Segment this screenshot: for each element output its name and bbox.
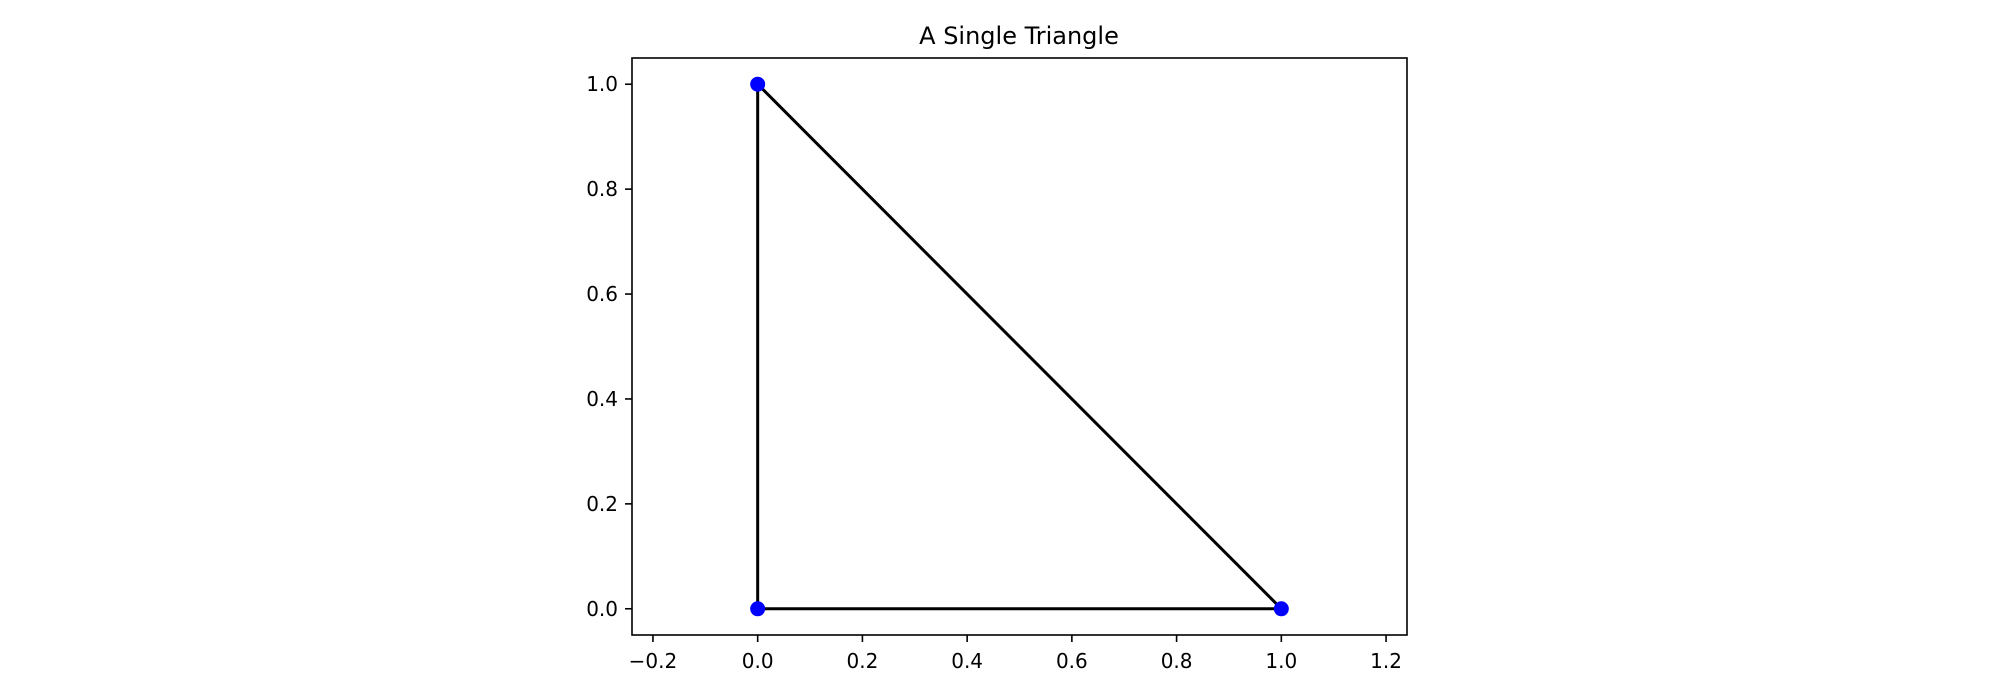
x-tick-label: 0.6 (1056, 649, 1088, 673)
axes-frame (631, 57, 1408, 636)
y-tick-label: 0.4 (586, 387, 618, 411)
y-tick-label: 0.8 (586, 177, 618, 201)
triangle-edges-line (756, 80, 1285, 611)
y-tick-label: 1.0 (586, 72, 618, 96)
x-tick-label: −0.2 (629, 649, 678, 673)
y-tick-label: 0.6 (586, 282, 618, 306)
plot-area: −0.2 0.0 0.2 0.4 0.6 0.8 1.0 1.2 0.0 0.2 0.4 0.6 0.8… (586, 57, 1408, 673)
y-tick-label: 0.2 (586, 492, 618, 516)
vertex-point (750, 76, 766, 92)
vertex-point (1273, 601, 1289, 617)
chart-title: A Single Triangle (919, 22, 1119, 50)
vertex-point (750, 601, 766, 617)
x-tick-label: 0.0 (742, 649, 774, 673)
x-tick-label: 1.2 (1370, 649, 1402, 673)
x-tick-label: 0.4 (951, 649, 983, 673)
x-tick-label: 0.8 (1161, 649, 1193, 673)
x-tick-label: 1.0 (1265, 649, 1297, 673)
x-tick-label: 0.2 (846, 649, 878, 673)
y-tick-label: 0.0 (586, 597, 618, 621)
